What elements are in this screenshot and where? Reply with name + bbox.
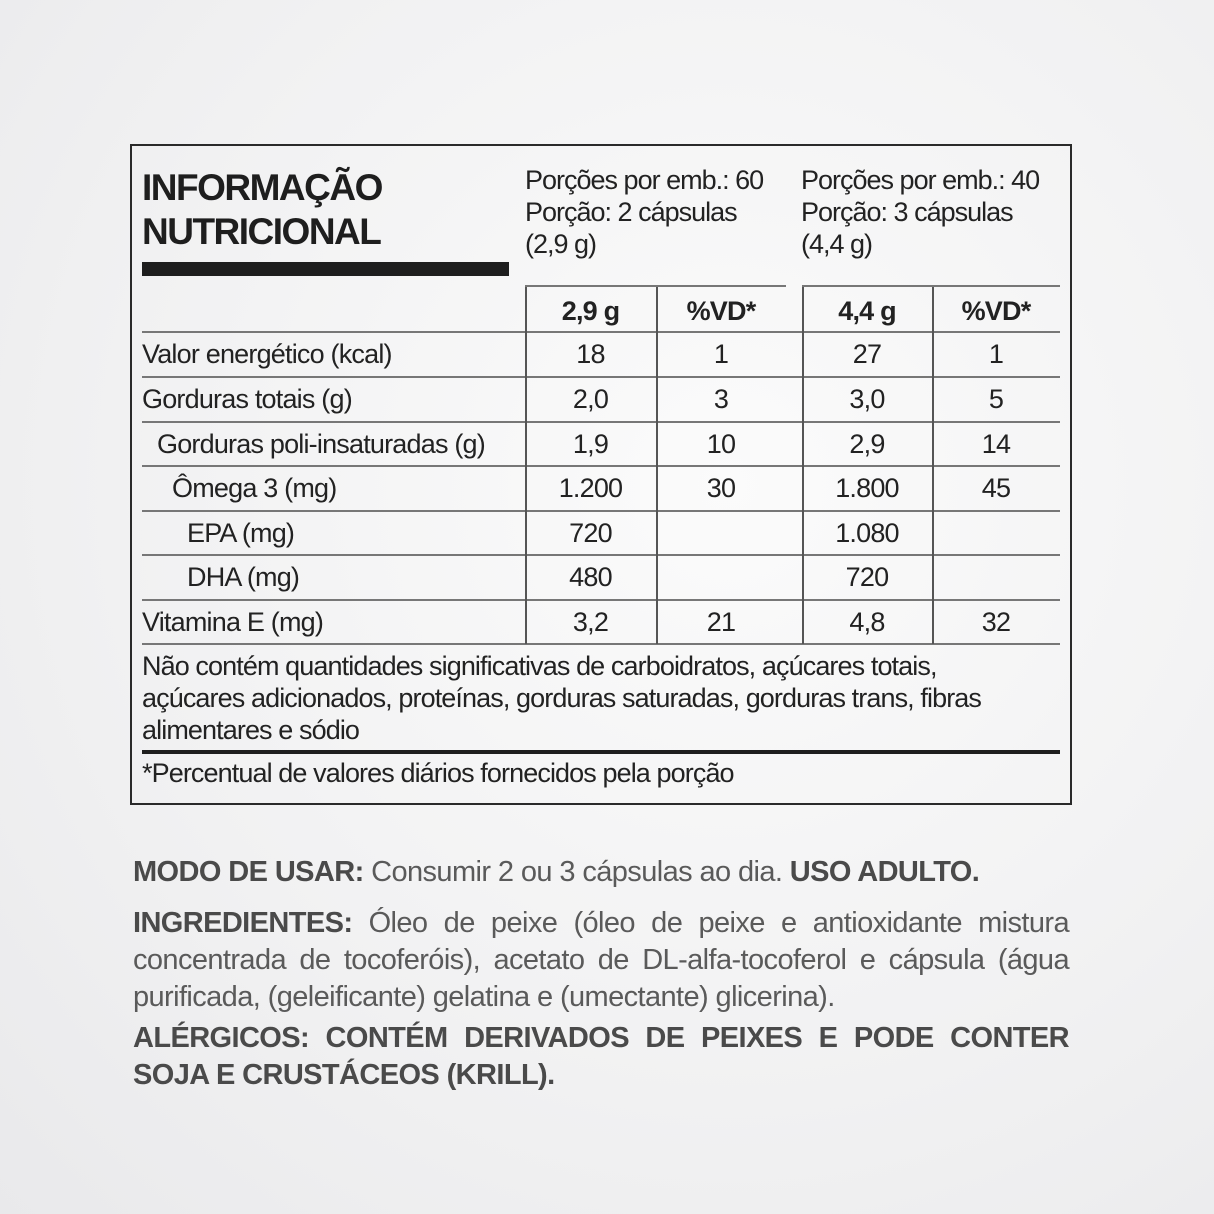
- nutrient-value: 480: [569, 562, 612, 592]
- column-divider: [932, 287, 934, 644]
- nutrient-value: 4,8: [849, 607, 885, 637]
- row-divider: [142, 554, 1060, 556]
- column-header: %VD*: [961, 296, 1032, 326]
- nutrition-facts-table: INFORMAÇÃO NUTRICIONAL Porções por emb.: …: [130, 144, 1072, 805]
- nutrient-value: 1.080: [835, 518, 899, 548]
- allergens: ALÉRGICOS: CONTÉM DERIVADOS DE PEIXES E …: [133, 1022, 1070, 1091]
- row-divider: [142, 331, 1060, 333]
- usage-heading: MODO DE USAR:: [133, 856, 364, 888]
- note-text: Não contém quantidades significativas de…: [142, 651, 982, 745]
- nutrient-label: EPA (mg): [187, 518, 295, 548]
- nutrient-value: 2,9: [849, 429, 885, 459]
- column-divider: [525, 287, 527, 644]
- row-divider: [142, 643, 1060, 645]
- footnote: *Percentual de valores diários fornecido…: [142, 758, 735, 788]
- nutrient-label: Gorduras totais (g): [142, 384, 353, 414]
- nutrient-label: DHA (mg): [187, 562, 300, 592]
- nutrient-value: 1,9: [572, 429, 609, 459]
- row-divider: [142, 510, 1060, 512]
- serving-info-1: Porções por emb.: 60 Porção: 2 cápsulas …: [525, 164, 764, 260]
- column-divider: [802, 287, 804, 644]
- row-divider: [142, 465, 1060, 467]
- nutrient-value: 32: [981, 607, 1011, 637]
- row-divider: [142, 599, 1060, 601]
- nutrient-value: 3,0: [849, 384, 885, 414]
- nutrient-value: 18: [576, 339, 605, 369]
- nutrient-value: 720: [569, 518, 612, 548]
- nutrient-value: 10: [706, 429, 736, 459]
- divider: [525, 285, 786, 287]
- ingredients-text: Óleo de peixe (óleo de peixe e antioxida…: [133, 907, 1070, 1013]
- divider-thick: [142, 750, 1060, 754]
- title-line-1: INFORMAÇÃO: [142, 167, 383, 208]
- column-header: %VD*: [686, 296, 757, 326]
- nutrient-value: 5: [988, 384, 1004, 414]
- title-line-2: NUTRICIONAL: [142, 211, 382, 252]
- column-header: 2,9 g: [561, 296, 620, 326]
- serving-info-2: Porções por emb.: 40 Porção: 3 cápsulas …: [801, 164, 1040, 260]
- row-divider: [142, 421, 1060, 423]
- nutrient-value: 14: [981, 429, 1011, 459]
- nutrient-label: Gorduras poli-insaturadas (g): [157, 429, 486, 459]
- adult-use: USO ADULTO.: [789, 856, 980, 888]
- serving-weight: (2,9 g): [525, 229, 597, 259]
- nutrient-value: 27: [852, 339, 882, 369]
- nutrient-value: 21: [706, 607, 736, 637]
- nutrient-value: 2,0: [572, 384, 609, 414]
- nutrient-value: 1.800: [835, 473, 899, 503]
- nutrient-value: 45: [981, 473, 1011, 503]
- divider: [802, 285, 1060, 287]
- nutrient-label: Vitamina E (mg): [142, 607, 324, 637]
- nutrient-value: 30: [706, 473, 736, 503]
- ingredients: INGREDIENTES: Óleo de peixe (óleo de pei…: [133, 905, 1070, 1016]
- nutrient-value: 3: [713, 384, 729, 414]
- row-divider: [142, 376, 1060, 378]
- ingredients-heading: INGREDIENTES:: [133, 907, 353, 939]
- servings-per-package: Porções por emb.: 60: [525, 165, 764, 195]
- nutrient-label: Valor energético (kcal): [142, 339, 393, 369]
- nutrient-value: 1: [988, 339, 1004, 369]
- serving-size: Porção: 3 cápsulas: [801, 197, 1014, 227]
- serving-weight: (4,4 g): [801, 229, 873, 259]
- nutrient-label: Ômega 3 (mg): [172, 473, 337, 503]
- column-header: 4,4 g: [838, 296, 896, 326]
- table-title: INFORMAÇÃO NUTRICIONAL: [142, 166, 383, 254]
- nutrient-value: 1: [713, 339, 729, 369]
- nutrient-value: 1.200: [558, 473, 623, 503]
- usage-text: Consumir 2 ou 3 cápsulas ao dia.: [363, 856, 790, 888]
- column-divider: [656, 287, 658, 644]
- nutrient-value: 720: [845, 562, 889, 592]
- servings-per-package: Porções por emb.: 40: [801, 165, 1040, 195]
- serving-size: Porção: 2 cápsulas: [525, 197, 738, 227]
- title-bar: [142, 262, 509, 276]
- nutrient-value: 3,2: [572, 607, 609, 637]
- usage-instructions: MODO DE USAR: Consumir 2 ou 3 cápsulas a…: [133, 854, 1069, 891]
